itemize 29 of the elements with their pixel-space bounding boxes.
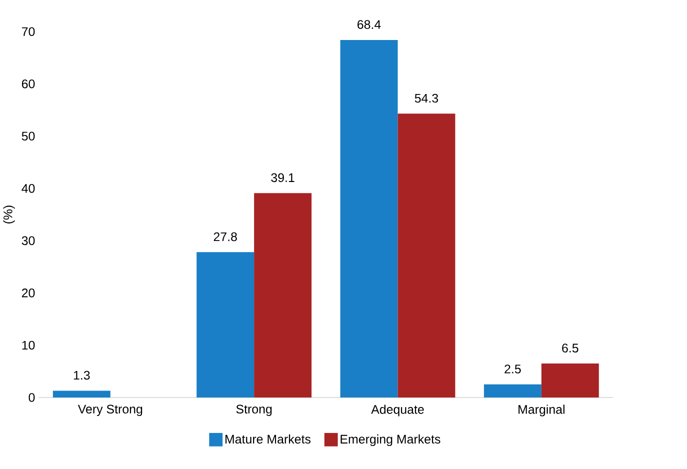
y-tick-label: 60 [22, 79, 35, 88]
bar [541, 363, 599, 398]
x-tick-label: Very Strong [78, 404, 142, 416]
y-tick-label: 50 [22, 132, 35, 140]
x-tick-label: Adequate [371, 404, 424, 416]
legend-label: Emerging Markets [340, 434, 440, 446]
data-label: 6.5 [562, 344, 578, 352]
data-label: 1.3 [74, 370, 90, 380]
y-tick-label: 10 [22, 340, 35, 350]
y-tick-label: 0 [28, 392, 35, 402]
y-tick-label: 30 [22, 236, 35, 245]
y-tick-label: 70 [22, 27, 35, 36]
y-tick-label: 40 [22, 184, 35, 193]
bar [484, 384, 542, 398]
bar [340, 40, 398, 398]
x-tick-label: Strong [236, 404, 272, 416]
x-tick-label: Marginal [518, 404, 564, 416]
y-tick-label: 20 [22, 288, 35, 298]
bar [196, 252, 254, 398]
data-label: 54.3 [414, 94, 438, 102]
data-label: 68.4 [358, 20, 381, 29]
y-axis-title: (%) [3, 205, 15, 224]
data-label: 2.5 [504, 364, 521, 374]
data-label: 27.8 [214, 232, 237, 241]
bar [398, 114, 456, 398]
bar [52, 390, 110, 398]
data-label: 39.1 [271, 173, 294, 182]
bar [254, 192, 312, 398]
legend-label: Mature Markets [226, 434, 311, 444]
